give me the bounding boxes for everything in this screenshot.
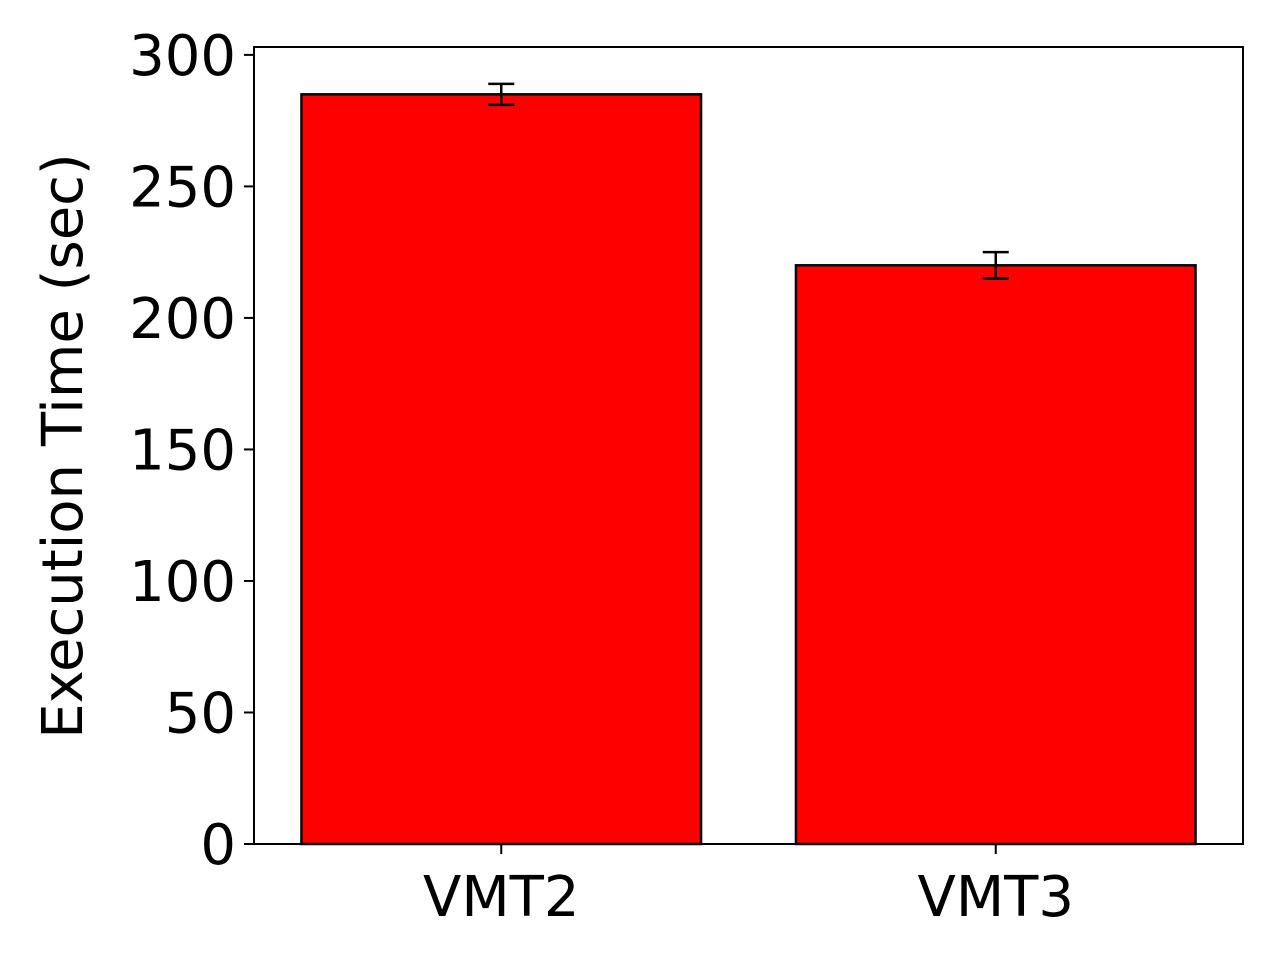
x-tick-label-vmt3: VMT3 [918,865,1074,930]
y-axis-title: Execution Time (sec) [31,153,96,739]
bars-layer [300,93,1197,846]
y-tick-label-50: 50 [165,681,236,746]
bar-vmt2 [300,93,703,846]
bar-vmt3 [794,264,1197,846]
x-tick-label-vmt2: VMT2 [423,865,579,930]
error-bars-layer [488,82,1009,280]
error-bar-vmt3 [982,250,1009,280]
y-tick-label-150: 150 [129,418,236,483]
y-tick-label-100: 100 [129,550,236,615]
y-tick-label-300: 300 [129,24,236,89]
plot-frame [253,46,1244,845]
y-tick-label-0: 0 [200,813,236,878]
x-axis: VMT2 VMT3 [423,844,1074,930]
y-tick-label-250: 250 [129,155,236,220]
error-bar-vmt2 [488,82,515,107]
y-axis: 0 50 100 150 200 250 300 [129,24,254,878]
y-tick-label-200: 200 [129,287,236,352]
